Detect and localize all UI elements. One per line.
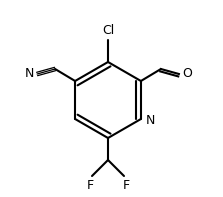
Text: F: F [87,179,94,192]
Text: O: O [182,67,192,80]
Text: Cl: Cl [102,24,114,37]
Text: N: N [25,67,34,80]
Text: F: F [122,179,130,192]
Text: N: N [146,113,155,126]
